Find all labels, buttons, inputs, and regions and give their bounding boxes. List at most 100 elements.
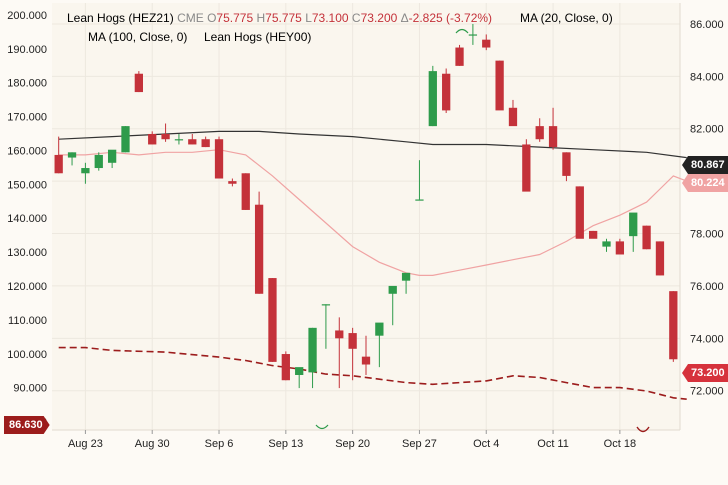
legend-change-value: -2.825 (-3.72%) <box>408 11 493 25</box>
candle <box>522 139 531 192</box>
right-axis: 72.00074.00076.00078.00080.00082.00084.0… <box>690 19 724 398</box>
candle <box>669 291 678 362</box>
candle-body <box>669 291 678 360</box>
candle <box>107 149 117 169</box>
candle-body <box>548 126 558 148</box>
candle-body <box>428 71 437 127</box>
low-marker <box>315 424 329 430</box>
ma20-value-tag: 80.224 <box>682 174 728 192</box>
legend-open-value: 75.775 <box>216 11 254 25</box>
candle-body <box>629 212 638 237</box>
candle <box>94 152 103 171</box>
candle <box>54 136 63 174</box>
candle <box>134 71 143 93</box>
candle <box>201 136 210 148</box>
candle <box>455 44 464 66</box>
candle <box>642 225 651 250</box>
candle <box>468 23 478 45</box>
candle-body <box>174 139 184 141</box>
candle-body <box>254 204 264 294</box>
legend-ma100[interactable]: MA (100, Close, 0) <box>88 30 187 44</box>
candle-body <box>455 47 464 66</box>
candle <box>562 152 571 182</box>
candle-body <box>442 73 451 111</box>
legend-symbol[interactable]: Lean Hogs (HEZ21) <box>67 11 174 25</box>
candle <box>548 107 558 150</box>
candle <box>575 186 584 239</box>
x-tick-label: Sep 6 <box>205 438 234 450</box>
candle-body <box>148 133 157 145</box>
legend-ma20[interactable]: MA (20, Close, 0) <box>520 11 613 25</box>
right-tick-label: 74.000 <box>690 333 724 345</box>
candle <box>655 241 665 276</box>
chart-legend: Lean Hogs (HEZ21) CME O75.775 H75.775 L7… <box>67 11 492 25</box>
legend-low-value: 73.100 <box>311 11 349 25</box>
left-tick-label: 200.000 <box>7 10 47 22</box>
legend-open-key: O <box>207 11 217 25</box>
left-tick-label: 160.000 <box>7 145 47 157</box>
candle <box>482 34 491 51</box>
candle-body <box>308 327 317 373</box>
ma100-value-tag: 80.867 <box>682 156 728 174</box>
candle <box>388 285 397 326</box>
left-tick-label: 110.000 <box>8 315 47 327</box>
x-tick-label: Sep 13 <box>268 438 303 450</box>
candle <box>188 133 197 145</box>
right-tick-label: 72.000 <box>690 386 724 398</box>
candle-body <box>214 139 224 179</box>
candle-body <box>335 330 344 339</box>
candlesticks[interactable] <box>54 23 678 389</box>
candle <box>348 327 357 381</box>
candle-body <box>268 278 277 362</box>
candle-body <box>295 367 304 375</box>
candle <box>401 272 411 294</box>
candle <box>602 238 611 252</box>
x-tick-label: Aug 30 <box>135 438 170 450</box>
candle-body <box>121 126 130 153</box>
candle <box>121 126 130 153</box>
candle-body <box>321 304 331 306</box>
candle-body <box>241 173 250 210</box>
left-tick-label: 140.000 <box>7 213 47 225</box>
candle-body <box>415 199 424 201</box>
candle <box>214 136 224 179</box>
candle <box>629 212 638 252</box>
x-tick-label: Oct 11 <box>537 438 569 450</box>
legend-change-key: Δ <box>400 11 409 25</box>
legend-compare[interactable]: Lean Hogs (HEY00) <box>204 30 311 44</box>
candle <box>281 351 290 381</box>
candle-body <box>134 73 143 93</box>
ma100-line <box>58 130 687 159</box>
ma20-label: MA (20, Close, 0) <box>520 11 613 25</box>
candle-body <box>508 107 518 127</box>
left-tick-label: 90.000 <box>13 383 47 395</box>
right-tick-label: 82.000 <box>690 124 724 136</box>
x-tick-label: Aug 23 <box>68 438 103 450</box>
legend-high-key: H <box>256 11 266 25</box>
moving-averages <box>58 130 687 276</box>
left-tick-label: 100.000 <box>7 349 47 361</box>
candle-body <box>388 285 397 294</box>
candle-body <box>161 133 170 140</box>
candle <box>321 304 331 349</box>
candle-body <box>67 152 77 158</box>
candle <box>241 173 250 210</box>
candle-body <box>81 168 90 174</box>
candle-body <box>94 154 103 169</box>
candle <box>254 191 264 294</box>
candle-body <box>375 322 384 336</box>
candle-body <box>495 60 504 111</box>
candle <box>375 322 384 368</box>
legend-close-value: 73.200 <box>360 11 398 25</box>
candle <box>67 152 77 166</box>
candle <box>428 65 437 127</box>
candle <box>535 118 544 142</box>
candle-body <box>615 241 625 255</box>
hi-lo-markers <box>315 28 650 433</box>
legend-high-value: 75.775 <box>265 11 302 25</box>
candle <box>589 230 598 239</box>
last-price-tag: 73.200 <box>682 364 728 382</box>
candle <box>508 99 518 127</box>
candle-body <box>655 241 665 276</box>
